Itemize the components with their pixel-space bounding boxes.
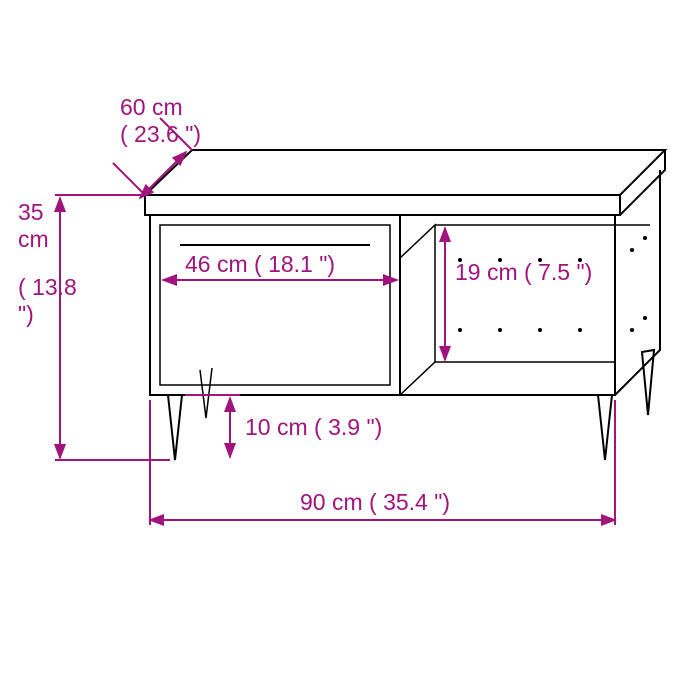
- dim-height: 35 cm ( 13.8 "): [18, 195, 170, 460]
- height-in-a: ( 13.8: [18, 274, 77, 300]
- svg-text:cm: cm: [18, 226, 49, 252]
- depth-in: ( 23.6 "): [120, 121, 201, 147]
- drawer-w-in: ( 18.1 "): [254, 251, 335, 277]
- svg-text:"): "): [18, 301, 34, 327]
- height-cm-a: 35: [18, 199, 44, 225]
- leg-h-cm: 10 cm: [245, 414, 308, 440]
- svg-text:60 cm: 60 cm: [120, 94, 183, 120]
- leg-h-in: ( 3.9 "): [314, 414, 382, 440]
- width-in: ( 35.4 "): [369, 489, 450, 515]
- top-front-edge: [145, 195, 620, 215]
- top-right-edge: [620, 150, 665, 215]
- svg-text:35: 35: [18, 199, 44, 225]
- width-cm: 90 cm: [300, 489, 363, 515]
- depth-cm: 60 cm: [120, 94, 183, 120]
- open-h-in: ( 7.5 "): [524, 259, 592, 285]
- svg-text:( 13.8: ( 13.8: [18, 274, 77, 300]
- dim-drawer-width: 46 cm ( 18.1 "): [163, 251, 397, 280]
- open-h-cm: 19 cm: [455, 259, 518, 285]
- drawer-w-cm: 46 cm: [185, 251, 248, 277]
- svg-text:10 cm ( 3.9 "): 10 cm ( 3.9 "): [245, 414, 382, 440]
- drawer-front: [160, 225, 390, 385]
- dim-width: 90 cm ( 35.4 "): [150, 400, 615, 525]
- height-cm-b: cm: [18, 226, 49, 252]
- dim-leg-height: 10 cm ( 3.9 "): [185, 395, 382, 457]
- svg-text:( 23.6 "): ( 23.6 "): [120, 121, 201, 147]
- shelf-bottom-inner: [400, 362, 615, 395]
- legs: [168, 350, 654, 460]
- shelf-left-inner: [400, 225, 435, 362]
- table-top: [145, 150, 665, 195]
- height-in-b: "): [18, 301, 34, 327]
- dim-opening-height: 19 cm ( 7.5 "): [445, 228, 592, 360]
- svg-text:46 cm ( 18.1 "): 46 cm ( 18.1 "): [185, 251, 335, 277]
- svg-text:19 cm ( 7.5 "): 19 cm ( 7.5 "): [455, 259, 592, 285]
- body-front: [150, 215, 615, 395]
- svg-text:90 cm ( 35.4 "): 90 cm ( 35.4 "): [300, 489, 450, 515]
- furniture-diagram: 60 cm ( 23.6 ") 35 cm ( 13.8 ") 46 cm ( …: [0, 0, 700, 700]
